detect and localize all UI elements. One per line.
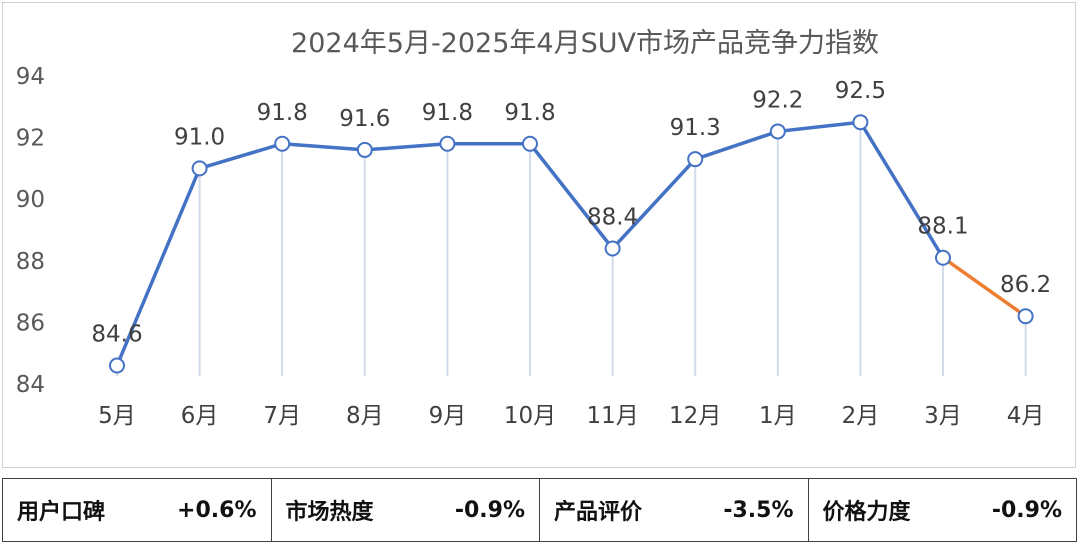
series-segment — [363, 142, 450, 152]
y-tick-label: 84 — [16, 372, 45, 398]
x-tick-label: 1月 — [759, 403, 797, 429]
data-label: 91.8 — [504, 100, 555, 126]
data-label: 91.6 — [339, 106, 390, 132]
metrics-table: 用户口碑 +0.6% 市场热度 -0.9% 产品评价 -3.5% 价格力度 -0… — [2, 478, 1077, 542]
chart-frame — [2, 2, 1076, 468]
y-tick-label: 90 — [16, 187, 45, 213]
data-point — [109, 357, 125, 374]
metric-value: -3.5% — [723, 497, 794, 523]
y-tick-label: 86 — [16, 310, 45, 336]
series-segment-highlight — [941, 255, 1028, 318]
data-label: 91.0 — [174, 124, 225, 150]
data-label: 91.3 — [670, 115, 721, 141]
series-segment — [115, 166, 202, 368]
series-segment — [610, 157, 697, 251]
data-label: 92.2 — [752, 87, 803, 113]
y-tick-label: 92 — [16, 126, 45, 152]
x-tick-label: 5月 — [98, 403, 136, 429]
series-segment — [858, 120, 945, 260]
x-tick-label: 11月 — [586, 403, 638, 429]
data-point — [274, 135, 291, 152]
metric-label: 产品评价 — [554, 500, 643, 525]
data-label: 92.5 — [835, 78, 886, 104]
x-tick-label: 12月 — [669, 403, 721, 429]
y-tick-label: 94 — [16, 64, 45, 90]
x-tick-label: 6月 — [181, 403, 219, 429]
x-tick-label: 7月 — [263, 403, 301, 429]
data-point — [852, 114, 869, 131]
metric-cell-user-reputation: 用户口碑 +0.6% — [2, 478, 272, 542]
x-tick-label: 10月 — [504, 403, 556, 429]
x-tick-label: 2月 — [842, 403, 880, 429]
data-point — [769, 123, 786, 140]
data-label: 91.8 — [422, 100, 473, 126]
series-segment — [528, 142, 615, 251]
metric-cell-market-heat: 市场热度 -0.9% — [270, 478, 540, 542]
metric-label: 用户口碑 — [17, 500, 106, 525]
metric-value: +0.6% — [177, 497, 257, 523]
x-tick-label: 8月 — [346, 403, 384, 429]
data-label: 91.8 — [257, 100, 308, 126]
series-segment — [280, 142, 367, 152]
data-point — [522, 135, 538, 152]
y-tick-label: 88 — [16, 249, 45, 275]
data-point — [191, 160, 208, 177]
x-tick-label: 9月 — [429, 403, 467, 429]
line-chart: 2024年5月-2025年4月SUV市场产品竞争力指数 84 86 88 90 92 94… — [16, 28, 1051, 429]
series-segment — [776, 120, 863, 134]
series-segment — [693, 129, 780, 161]
metric-cell-price-strength: 价格力度 -0.9% — [807, 478, 1077, 542]
chart-title: 2024年5月-2025年4月SUV市场产品竞争力指数 — [291, 28, 879, 59]
data-point — [604, 240, 621, 257]
metric-label: 价格力度 — [822, 500, 911, 525]
data-label: 86.2 — [1000, 272, 1051, 298]
metric-value: -0.9% — [454, 497, 525, 523]
data-label: 88.1 — [917, 214, 968, 240]
data-label: 84.6 — [91, 322, 142, 348]
data-point — [935, 249, 951, 266]
metric-label: 市场热度 — [285, 500, 374, 525]
data-label: 88.4 — [587, 204, 638, 230]
metric-cell-product-rating: 产品评价 -3.5% — [539, 478, 809, 542]
x-tick-label: 4月 — [1007, 403, 1045, 429]
series-segment — [197, 142, 284, 171]
data-point — [439, 135, 456, 152]
data-point — [356, 141, 373, 158]
metric-value: -0.9% — [991, 497, 1062, 523]
x-tick-label: 3月 — [924, 403, 962, 429]
data-point — [687, 151, 704, 168]
data-point — [1017, 308, 1034, 325]
